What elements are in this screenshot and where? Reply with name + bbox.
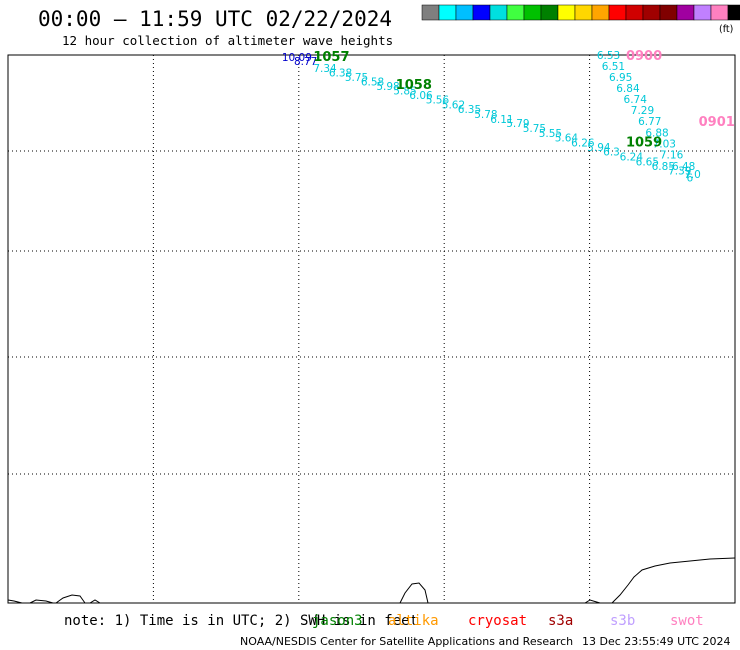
colorbar-swatch [421,4,440,21]
map-title: 00:00 – 11:59 UTC 02/22/2024 [38,7,392,31]
satellite-legend: jason3 altika cryosat s3a s3b swot [312,613,704,629]
wave-height-value: 6.74 [624,94,648,106]
wave-height-value: 6.06 [409,90,433,102]
generated-timestamp: 13 Dec 23:55:49 UTC 2024 [582,635,730,648]
colorbar-swatch [710,4,729,21]
satellite-legend-item: jason3 [312,613,363,629]
wave-height-value: 7.03 [653,138,676,150]
wave-height-value: 7.16 [660,150,684,162]
wave-height-value: 5.56 [426,95,450,107]
wave-height-value: 8.77 [294,56,317,68]
colorbar-swatch [727,4,740,21]
wave-height-value: 6.53 [597,50,620,62]
wave-height-value: 6.38 [329,67,352,79]
satellite-legend-item: swot [670,613,704,629]
wave-height-value: 5.55 [539,128,562,140]
wave-height-value: 6.84 [616,83,640,95]
wave-height-value: 5.78 [474,109,497,121]
colorbar-swatch [659,4,678,21]
wave-height-value: 7.39 [668,166,691,178]
wave-height-value: 6 [687,173,694,185]
colorbar-swatch [591,4,610,21]
wave-height-value: 7.34 [313,63,337,75]
pass-time-label: 0900 [626,49,662,64]
wave-height-value: 6.65 [636,157,659,169]
colorbar-swatch [540,4,559,21]
wave-height-value: 6.11 [490,114,513,126]
colorbar-swatch [472,4,491,21]
colorbar-swatch [574,4,593,21]
wave-height-value: 6.26 [571,137,595,149]
satellite-legend-item: cryosat [468,613,527,629]
satellite-legend-item: s3b [610,613,635,629]
satellite-legend-item: altika [388,613,439,629]
wave-height-value: 10.09 [282,52,312,64]
pass-time-label: 1057 [313,50,349,65]
pass-time-label: 1059 [626,135,662,150]
wave-height-value: 5.85 [393,86,416,98]
colorbar-swatch [693,4,712,21]
colorbar-swatch [676,4,695,21]
credit-line: NOAA/NESDIS Center for Satellite Applica… [240,635,573,648]
graticule [8,55,735,603]
colorbar-swatch [557,4,576,21]
colorbar-swatch [608,4,627,21]
colorbar-unit: (ft) [719,24,733,35]
wave-height-value: 5.75 [523,123,546,135]
wave-height-value: 6.24 [620,152,644,164]
wave-height-value: 6.77 [638,116,661,128]
map-subtitle: 12 hour collection of altimeter wave hei… [62,33,393,48]
wave-height-value: 5.75 [345,72,368,84]
wave-height-value: 6.88 [645,127,668,139]
units-note: note: 1) Time is in UTC; 2) SWH is in fe… [64,613,418,629]
antarctica-coastline [7,557,736,604]
colorbar-swatch [455,4,474,21]
wave-height-value: 5.79 [506,118,529,130]
altimeter-observations: 10.098.777.346.385.756.585.985.856.065.5… [282,50,701,185]
wave-height-value: 6.85 [652,161,675,173]
wave-height-value: 5.98 [376,81,399,93]
pass-time-labels: 1057 1058 1059 0900 0901 [313,49,734,150]
colorbar-swatch [642,4,661,21]
colorbar-swatch [523,4,542,21]
colorbar-swatch [625,4,644,21]
colorbar-legend [421,4,740,21]
wave-height-value: 7.29 [631,105,654,117]
wave-height-value: 6.51 [602,61,625,73]
pass-time-label: 1058 [396,78,432,93]
wave-height-value: 6.48 [672,161,695,173]
pass-time-label: 0901 [699,115,735,130]
colorbar-swatch [489,4,508,21]
colorbar-swatch [438,4,457,21]
satellite-legend-item: s3a [548,613,573,629]
wave-height-value: 5.64 [555,133,579,145]
wave-height-value: 5.94 [587,142,611,154]
wave-height-value: 6.3 [603,147,620,159]
map-frame [7,54,736,604]
wave-height-value: 6.35 [458,104,481,116]
colorbar-swatch [506,4,525,21]
wave-height-value: 5.62 [442,99,465,111]
wave-height-value: 7.0 [684,169,701,181]
wave-height-value: 6.58 [361,76,384,88]
wave-height-value: 6.95 [609,72,632,84]
